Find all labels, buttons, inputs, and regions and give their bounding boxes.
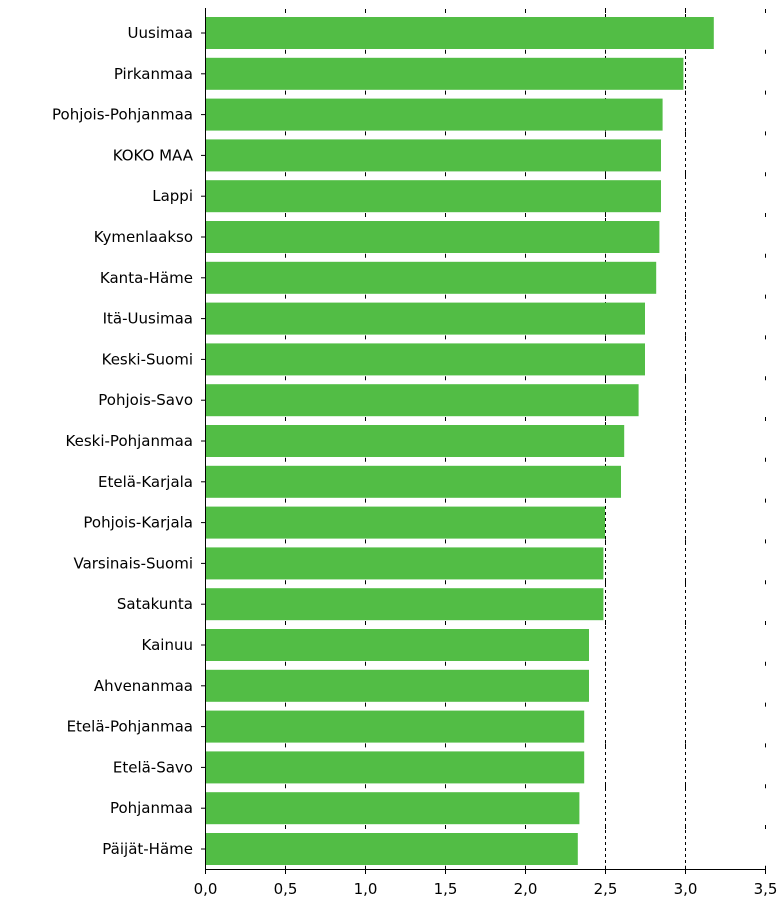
x-tick-label: 0,0	[194, 880, 218, 898]
category-label: Itä-Uusimaa	[103, 310, 193, 328]
bar-12	[206, 506, 605, 539]
bar-9	[206, 384, 639, 417]
category-label: Etelä-Karjala	[98, 473, 193, 491]
category-label: Pohjois-Karjala	[83, 514, 193, 532]
category-label: KOKO MAA	[113, 146, 194, 164]
category-label: Päijät-Häme	[102, 840, 193, 858]
category-label: Keski-Suomi	[102, 350, 193, 368]
bar-1	[206, 57, 684, 90]
category-label: Pohjois-Savo	[98, 391, 193, 409]
bar-13	[206, 547, 604, 580]
category-label: Etelä-Pohjanmaa	[67, 718, 193, 736]
x-tick-label: 2,0	[514, 880, 538, 898]
category-label: Lappi	[152, 187, 193, 205]
bar-11	[206, 465, 621, 498]
bar-2	[206, 98, 663, 131]
category-label: Varsinais-Suomi	[73, 554, 193, 572]
category-label: Keski-Pohjanmaa	[66, 432, 193, 450]
category-label: Pohjois-Pohjanmaa	[52, 106, 193, 124]
category-label: Kymenlaakso	[94, 228, 193, 246]
bar-3	[206, 139, 661, 172]
category-label: Kanta-Häme	[100, 269, 193, 287]
bar-17	[206, 710, 585, 743]
category-label: Ahvenanmaa	[94, 677, 193, 695]
x-tick-label: 3,0	[674, 880, 698, 898]
category-label: Etelä-Savo	[113, 758, 193, 776]
bar-15	[206, 629, 589, 661]
x-tick-label: 3,5	[754, 880, 778, 898]
category-label: Pirkanmaa	[114, 65, 193, 83]
bar-6	[206, 261, 657, 294]
category-label: Satakunta	[117, 595, 193, 613]
bar-18	[206, 751, 585, 784]
bar-10	[206, 425, 625, 457]
category-label: Pohjanmaa	[110, 799, 193, 817]
bar-5	[206, 221, 660, 253]
bar-14	[206, 588, 604, 621]
category-label: Uusimaa	[128, 24, 193, 42]
bar-0	[206, 17, 714, 49]
x-tick-label: 1,0	[354, 880, 378, 898]
bar-4	[206, 180, 661, 213]
bar-20	[206, 833, 578, 865]
bar-16	[206, 669, 589, 702]
x-tick-label: 2,5	[594, 880, 618, 898]
x-tick-label: 0,5	[274, 880, 298, 898]
bar-8	[206, 343, 645, 376]
bar-7	[206, 302, 645, 335]
category-label: Kainuu	[142, 636, 193, 654]
bar-19	[206, 792, 580, 825]
x-tick-label: 1,5	[434, 880, 458, 898]
